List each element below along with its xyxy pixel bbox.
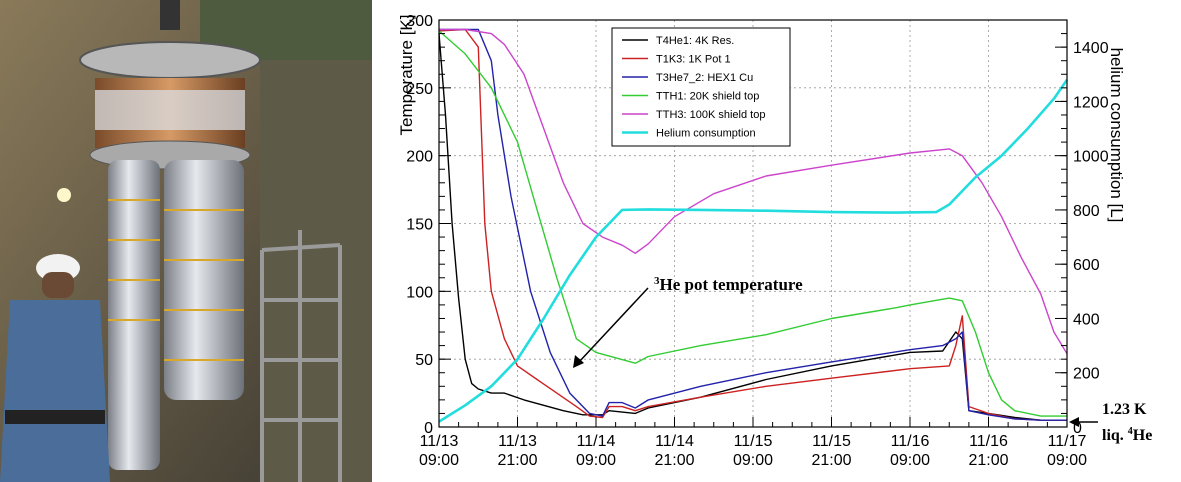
x-tick-label-date: 11/14 xyxy=(577,433,616,450)
x-tick-label-time: 09:00 xyxy=(576,452,616,469)
series-line-1 xyxy=(438,28,1067,421)
y2-tick-label: 200 xyxy=(1073,366,1100,383)
annotation-liq-rest: He xyxy=(1133,427,1153,444)
y-tick-label: 150 xyxy=(406,217,433,234)
y-tick-label: 200 xyxy=(406,149,433,166)
x-tick-label-time: 09:00 xyxy=(1047,452,1087,469)
scaffold xyxy=(260,230,342,482)
series-line-5 xyxy=(438,78,1069,423)
y2-tick-label: 600 xyxy=(1073,257,1100,274)
wiring-bands xyxy=(108,199,244,361)
x-tick-label-time: 21:00 xyxy=(811,452,851,469)
cylinder-left xyxy=(108,160,160,470)
y-tick-label: 50 xyxy=(415,352,433,369)
hoist-hook xyxy=(160,0,180,30)
annotation-3he-arrowhead xyxy=(573,355,584,368)
legend-entry-5: Helium consumption xyxy=(656,128,756,140)
annotation-3he-rest: He pot temperature xyxy=(660,275,804,294)
worker-head xyxy=(42,272,74,298)
axis-ticks: 11/13 09:00 11/13 21:00 11/14 09:00 11/14 21:00… xyxy=(406,13,1108,469)
x-tick-label-time: 21:00 xyxy=(497,452,537,469)
legend-entry-1: T1K3: 1K Pot 1 xyxy=(656,54,731,66)
x-tick-label-time: 21:00 xyxy=(968,452,1008,469)
y2-tick-label: 0 xyxy=(1073,420,1082,437)
annotation-liq-pre: liq. xyxy=(1102,427,1128,444)
foil-wrap xyxy=(95,90,245,130)
y2-axis-title: helium consumption [L] xyxy=(1107,48,1126,223)
series-lines xyxy=(438,28,1069,423)
cryostat-photo xyxy=(0,0,372,482)
x-tick-label-date: 11/13 xyxy=(420,433,459,450)
y2-tick-label: 1400 xyxy=(1073,40,1109,57)
x-tick-label-time: 09:00 xyxy=(890,452,930,469)
ceiling-lamp-icon xyxy=(57,188,71,202)
legend-entry-3: TTH1: 20K shield top xyxy=(656,91,759,103)
x-tick-label-date: 11/15 xyxy=(734,433,773,450)
annotation-liq-sup: 4 xyxy=(1128,426,1133,437)
annotation-3he-arrow xyxy=(578,287,649,363)
y-tick-label: 300 xyxy=(406,13,433,30)
y-tick-label: 0 xyxy=(424,420,433,437)
top-flange xyxy=(79,41,261,79)
x-tick-label-date: 11/17 xyxy=(1048,433,1087,450)
temperature-chart: 11/13 09:00 11/13 21:00 11/14 09:00 11/14 21:00… xyxy=(397,13,1152,469)
x-tick-label-date: 11/15 xyxy=(812,433,851,450)
y2-tick-label: 800 xyxy=(1073,203,1100,220)
series-line-2 xyxy=(439,28,1067,421)
y-tick-label: 100 xyxy=(406,284,433,301)
annotation-3he-sup: 3 xyxy=(654,275,660,287)
series-line-4 xyxy=(439,28,1068,355)
series-line-3 xyxy=(438,30,1067,417)
legend-box xyxy=(611,27,791,147)
annotation-1-23k-arrowhead xyxy=(1069,417,1079,427)
x-tick-label-date: 11/14 xyxy=(655,433,694,450)
y2-tick-label: 1200 xyxy=(1073,94,1109,111)
x-tick-label-date: 11/16 xyxy=(891,433,930,450)
y2-tick-label: 1000 xyxy=(1073,149,1109,166)
worker-belt xyxy=(5,410,105,424)
annotation-liq-4he: liq. 4He xyxy=(1102,426,1152,444)
cylinder-right xyxy=(164,160,244,400)
worker-body xyxy=(0,300,110,482)
x-tick-label-date: 11/16 xyxy=(969,433,1008,450)
legend-entry-0: T4He1: 4K Res. xyxy=(656,35,734,47)
x-tick-label-time: 09:00 xyxy=(733,452,773,469)
annotation-3he-pot: 3He pot temperature xyxy=(654,275,803,294)
legend: T4He1: 4K Res. T1K3: 1K Pot 1 T3He7_2: HEX… xyxy=(611,27,791,147)
x-tick-label-date: 11/13 xyxy=(498,433,537,450)
x-tick-label-time: 09:00 xyxy=(419,452,459,469)
legend-entry-4: TTH3: 100K shield top xyxy=(656,109,765,121)
y-tick-label: 250 xyxy=(406,81,433,98)
annotation-1-23k: 1.23 K xyxy=(1102,401,1147,418)
y2-tick-label: 400 xyxy=(1073,311,1100,328)
legend-entry-2: T3He7_2: HEX1 Cu xyxy=(656,72,753,84)
wall-panel xyxy=(260,0,372,482)
y-axis-title: Temperature [K] xyxy=(397,15,416,136)
x-tick-label-time: 21:00 xyxy=(654,452,694,469)
